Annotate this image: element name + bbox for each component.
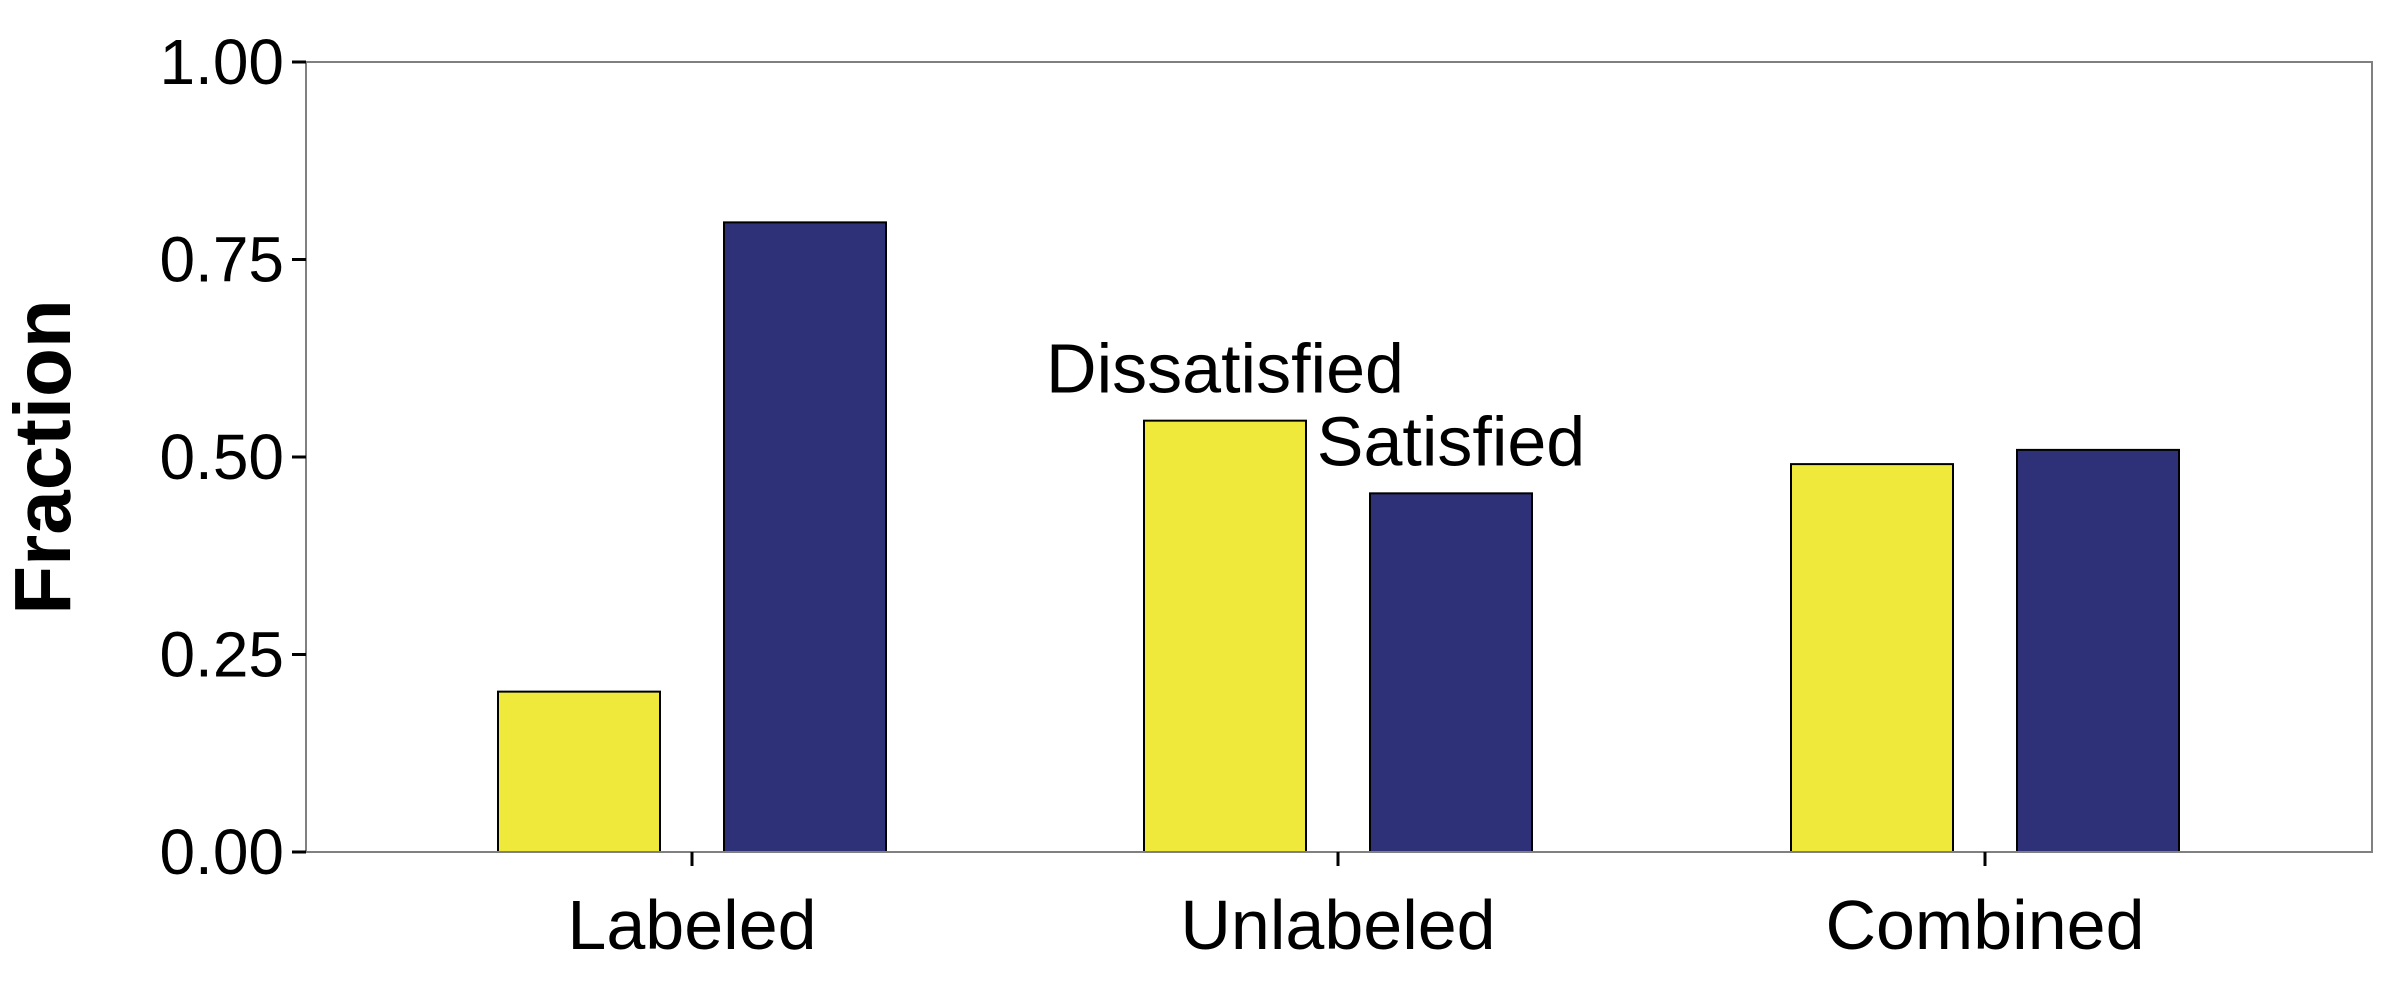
y-axis-title: Fraction [0, 299, 87, 615]
bar-dissatisfied-unlabeled [1143, 419, 1307, 853]
bar-dissatisfied-labeled [497, 690, 661, 853]
bar-dissatisfied-combined [1790, 463, 1954, 853]
y-tick-label: 0.75 [159, 224, 284, 296]
bar-satisfied-combined [2016, 448, 2180, 853]
y-tick-label: 1.00 [159, 26, 284, 98]
bar-satisfied-labeled [723, 221, 887, 853]
series-label-satisfied: Satisfied [1317, 402, 1585, 480]
x-tick-label-combined: Combined [1825, 886, 2144, 964]
bar-satisfied-unlabeled [1369, 492, 1533, 853]
y-tick-label: 0.00 [159, 816, 284, 888]
y-tick-label: 0.25 [159, 619, 284, 691]
labels-layer: 0.00 0.25 0.50 0.75 1.00 Labeled Unlabeled Comb… [159, 26, 2144, 964]
series-label-dissatisfied: Dissatisfied [1046, 330, 1404, 408]
bars-layer [497, 221, 2180, 853]
y-tick-label: 0.50 [159, 421, 284, 493]
axes-layer [292, 60, 1987, 866]
x-tick-label-unlabeled: Unlabeled [1180, 886, 1495, 964]
x-tick-label-labeled: Labeled [567, 886, 816, 964]
